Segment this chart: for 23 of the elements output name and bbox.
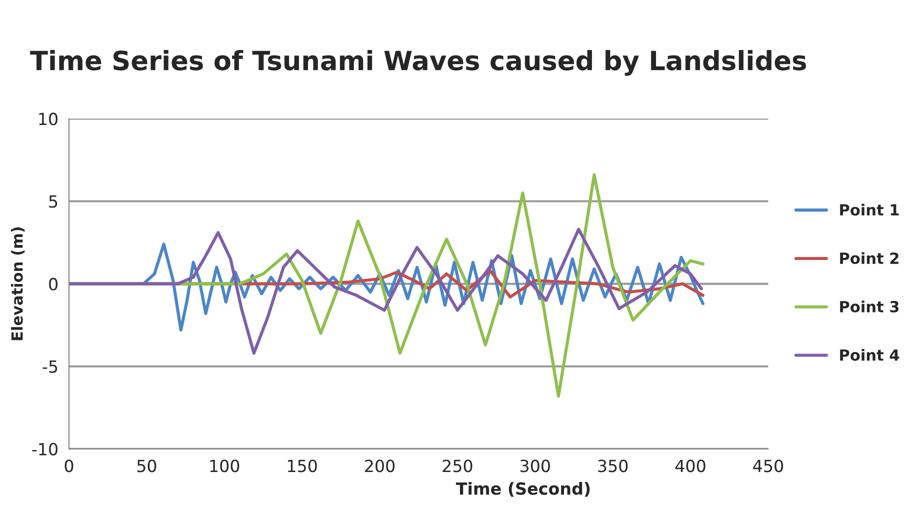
x-tick-label: 450 [753,460,783,472]
x-tick-label: 250 [442,460,472,472]
x-tick-label: 350 [598,460,628,472]
legend-label: Point 1 [840,204,899,216]
legend-label: Point 4 [840,349,900,361]
x-tick-label: 150 [288,460,317,472]
x-tick-label: 100 [210,460,240,472]
x-tick-label: 50 [137,460,156,472]
legend-label: Point 3 [840,300,899,312]
y-axis-title: Elevation (m) [11,227,25,340]
x-tick-label: 0 [64,460,74,472]
y-tick-label: 5 [49,195,58,208]
chart-title: Time Series of Tsunami Waves caused by Landslides [30,50,806,76]
y-tick-label: 10 [39,112,58,126]
y-tick-label: -10 [32,442,58,456]
legend-label: Point 2 [840,252,898,264]
y-tick-label: -5 [42,360,58,373]
line-series [69,228,703,355]
x-tick-label: 200 [365,460,395,472]
y-tick-label: 0 [49,278,58,290]
x-tick-label: 300 [520,460,550,472]
x-axis-title: Time (Second) [456,482,590,497]
x-tick-label: 400 [675,460,706,472]
